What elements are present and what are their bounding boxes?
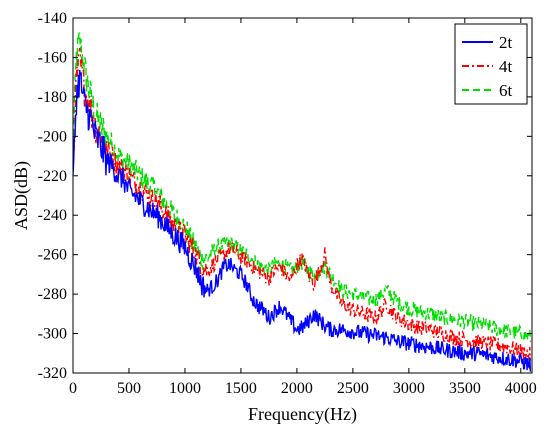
x-tick-label: 3000	[393, 380, 425, 397]
y-tick-label: -220	[38, 168, 67, 185]
y-tick-label: -280	[38, 286, 67, 303]
series-line-2t	[73, 69, 532, 372]
y-axis: -320 -300 -280 -260 -240 -220 -200 -180 -160 -140	[38, 10, 532, 382]
x-tick-label: 1000	[169, 380, 201, 397]
x-tick-label: 500	[117, 380, 141, 397]
plot-border	[72, 17, 533, 374]
x-tick-label: 2000	[281, 380, 313, 397]
legend-label-2t: 2t	[499, 33, 513, 52]
y-tick-label: -260	[38, 247, 67, 264]
x-tick-label: 1500	[225, 380, 257, 397]
legend-box	[454, 23, 528, 105]
x-tick-label: 3500	[449, 380, 481, 397]
legend: 2t 4t 6t	[454, 23, 528, 105]
y-tick-label: -200	[38, 128, 67, 145]
y-tick-label: -160	[38, 49, 67, 66]
y-tick-label: -240	[38, 207, 67, 224]
x-axis: 0 500 1000 1500 2000 2500 3000 3500 4000	[69, 18, 537, 397]
series-layer	[73, 32, 532, 372]
y-tick-label: -140	[38, 10, 67, 27]
legend-label-6t: 6t	[499, 81, 513, 100]
y-tick-label: -300	[38, 326, 67, 343]
series-line-4t	[73, 47, 532, 361]
legend-label-4t: 4t	[499, 57, 513, 76]
x-tick-label: 4000	[505, 380, 537, 397]
y-axis-title: ASD(dB)	[11, 161, 32, 230]
x-tick-label: 0	[69, 380, 77, 397]
x-axis-title: Frequency(Hz)	[248, 404, 357, 425]
y-tick-label: -180	[38, 89, 67, 106]
x-tick-label: 2500	[337, 380, 369, 397]
y-tick-label: -320	[38, 365, 67, 382]
